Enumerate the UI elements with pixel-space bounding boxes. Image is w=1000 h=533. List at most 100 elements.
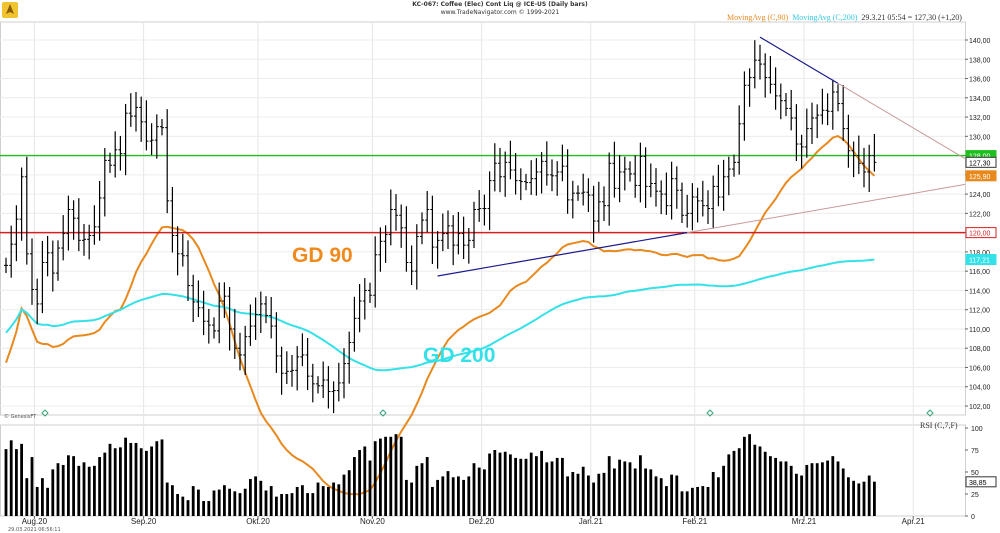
ohlc-bar [503,151,508,197]
ma90-legend-label: MovingAvg (C,90) [727,13,789,22]
rsi-bar [306,493,309,516]
last-price-info: 29.3.21 05:54 = 127,30 (+1,20) [861,13,962,22]
ohlc-bar [357,284,362,333]
ohlc-bar [732,154,736,177]
rsi-bar [483,469,486,516]
rsi-bar [191,486,195,516]
ohlc-bar [305,338,310,391]
ohlc-bar [258,291,263,333]
rsi-bar [597,473,601,516]
rsi-bar [405,479,408,516]
rsi-bar [571,472,575,516]
ohlc-bar [789,89,794,131]
ohlc-bar [399,204,404,248]
ohlc-bar [851,141,856,178]
ohlc-bar [799,134,804,169]
ohlc-bar [238,332,242,371]
rsi-bar [774,457,777,516]
ohlc-bar [113,131,118,178]
rsi-bar [171,485,174,516]
ohlc-bar [607,152,612,226]
ohlc-bar [154,114,159,159]
ohlc-bar [134,92,138,132]
x-tick-label: Okt.20 [246,517,270,526]
ohlc-bar [841,85,846,141]
rsi-bar [415,465,419,516]
ohlc-bar [706,190,710,224]
rsi-bar [342,474,346,516]
rsi-bar [197,489,200,516]
y-tick-label: 134,00 [969,96,991,103]
rsi-bar [134,442,138,516]
rsi-bar [139,448,143,516]
ohlc-bar [170,186,175,253]
support-trendline [437,232,688,277]
ohlc-bar [534,158,539,196]
rsi-bar [706,486,710,516]
rsi-bar [535,456,538,516]
rsi-bar [228,488,231,516]
rsi-bar [61,464,65,516]
rsi-bar [836,461,840,516]
rsi-bar [613,468,616,516]
rsi-bar [202,501,205,516]
x-tick-label: Dez.20 [469,517,495,526]
ohlc-bar [674,166,679,209]
rsi-bar [743,436,746,516]
rsi-bar [800,475,803,516]
rsi-y-tick-label: 50 [971,470,979,477]
ohlc-bar [295,346,300,391]
rsi-bar [311,493,315,516]
ohlc-bar [50,240,55,292]
rsi-bar [665,486,668,516]
rsi-bar [540,450,543,516]
ohlc-bar [222,282,227,318]
ohlc-bar [596,181,601,232]
ohlc-bar [206,308,211,344]
ohlc-bar [9,225,14,278]
ohlc-bar [747,68,752,107]
rsi-bar [353,457,356,516]
rsi-bar [446,471,450,516]
rsi-bar [763,451,767,516]
rsi-bar [685,491,689,516]
rsi-bar [659,478,663,516]
ohlc-bar [232,308,237,359]
ohlc-bar [560,144,565,182]
y-tick-label: 132,00 [969,115,991,122]
rsi-bar [82,462,86,516]
rsi-bar [233,491,237,516]
ohlc-bar [742,71,747,141]
y-tick-label: 116,00 [969,269,990,276]
y-tick-label: 102,00 [969,404,991,411]
rsi-value-label: 38,85 [969,480,987,487]
x-tick-label: Sep.20 [131,517,157,526]
ohlc-bar [420,212,424,245]
ohlc-bar [544,141,549,186]
ohlc-bar [14,205,19,262]
x-tick-label: Mrz.21 [792,517,817,526]
ohlc-bar [721,159,726,211]
ohlc-bar [82,223,86,256]
rsi-bar [639,455,642,516]
ohlc-bar [872,134,877,172]
ohlc-bar [461,216,466,260]
ohlc-bar [97,181,102,241]
ohlc-bar [726,156,731,196]
ohlc-bar [518,168,523,201]
ohlc-bar [737,105,742,175]
rsi-bar [649,469,653,516]
ohlc-bar [321,361,326,399]
ohlc-bar [61,215,66,261]
ohlc-bar [638,142,643,203]
rsi-bar [826,460,829,516]
rsi-bar [509,454,512,516]
ohlc-bar [654,168,658,207]
ohlc-bar [758,44,762,80]
ohlc-bar [633,155,638,198]
ohlc-bar [487,171,492,231]
rsi-bar [711,472,715,516]
ohlc-bar [212,317,216,339]
ohlc-bar [581,173,586,206]
ohlc-bar [565,149,570,214]
